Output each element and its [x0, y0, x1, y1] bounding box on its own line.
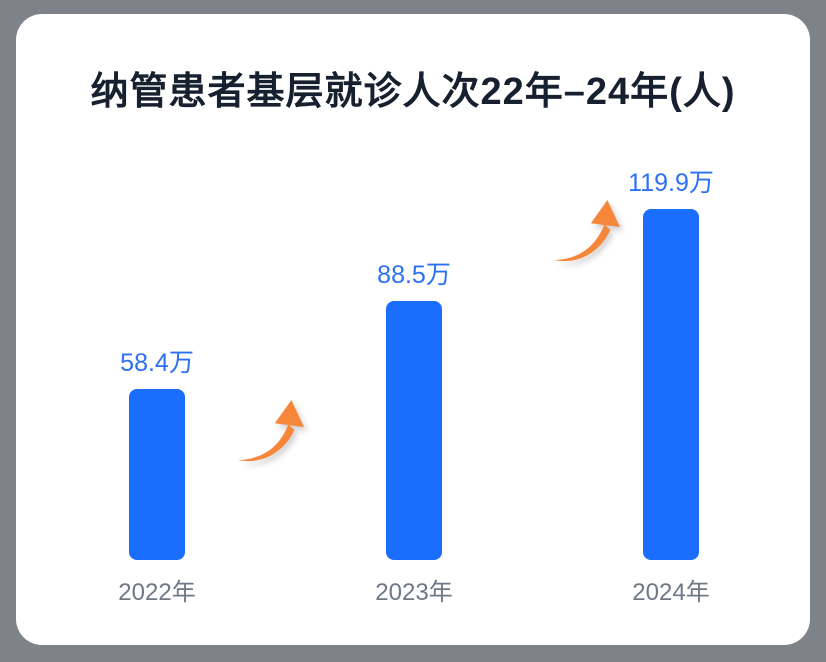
bar-group-2022: 58.4万 2022年 — [118, 349, 195, 606]
growth-arrow-icon — [236, 398, 306, 466]
value-label-2022: 58.4万 — [120, 349, 194, 377]
bar-group-2023: 88.5万 2023年 — [375, 261, 452, 606]
chart-title: 纳管患者基层就诊人次22年–24年(人) — [90, 71, 736, 113]
bar-group-2024: 119.9万 2024年 — [628, 169, 714, 606]
bar-chart: 58.4万 2022年 88.5万 2023年 119.9万 2024年 — [16, 14, 810, 645]
bar-2022 — [129, 389, 185, 560]
value-label-2024: 119.9万 — [628, 169, 714, 197]
category-label-2023: 2023年 — [375, 579, 453, 606]
bar-2023 — [386, 301, 442, 560]
bar-2024 — [643, 209, 699, 560]
category-label-2024: 2024年 — [632, 579, 710, 606]
growth-arrow-icon — [552, 198, 622, 266]
chart-card: 纳管患者基层就诊人次22年–24年(人) 58.4万 2022年 88.5万 2… — [16, 14, 810, 645]
value-label-2023: 88.5万 — [377, 261, 451, 289]
category-label-2022: 2022年 — [118, 579, 196, 606]
